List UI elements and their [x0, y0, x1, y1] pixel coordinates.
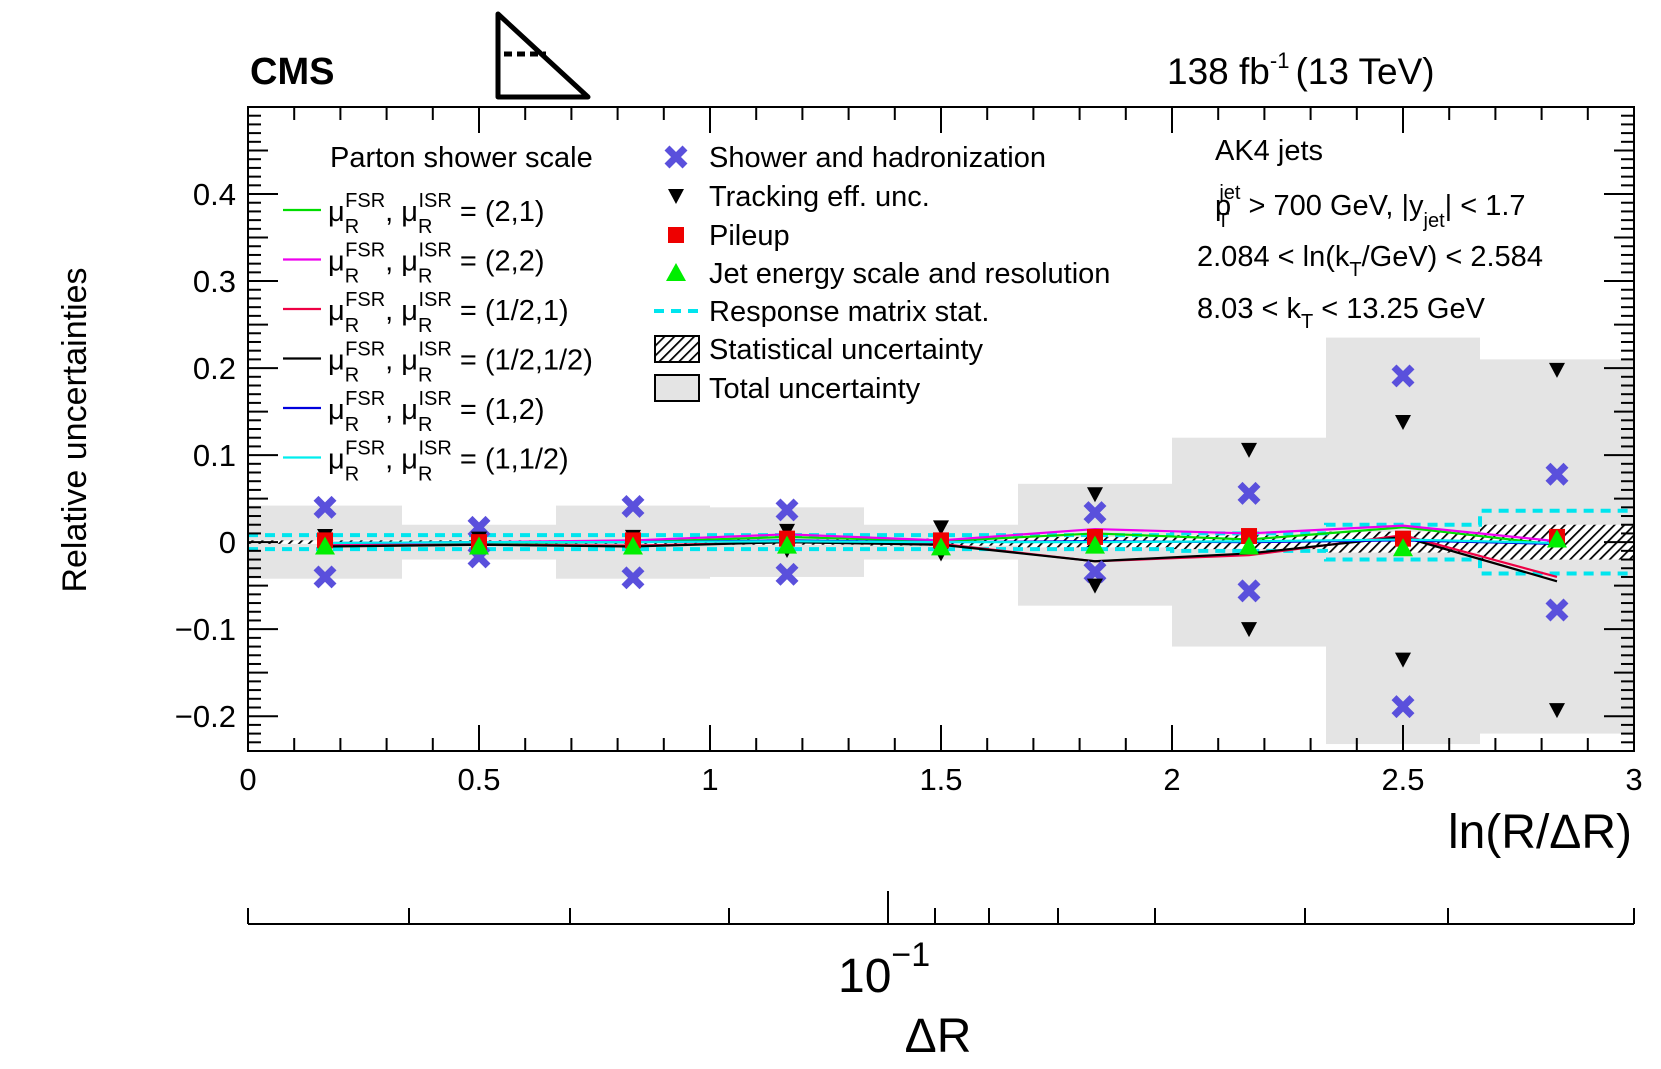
legend-uncertainty-label: Statistical uncertainty: [709, 334, 984, 366]
shower-hadronization-point: [1083, 501, 1107, 525]
y-tick-label: 0.2: [193, 351, 236, 386]
y-tick-label: 0.4: [193, 177, 236, 212]
axis-tick-labels: 0 0.5 1 1.5 2 2.5 3 0.4 0.3 0.2 0.1 0 −0.1 −0.2: [175, 177, 1643, 797]
kt-range-label: 8.03 < kT < 13.25 GeV: [1197, 293, 1486, 333]
shower-hadronization-point: [1545, 598, 1569, 622]
shower-hadronization-point: [664, 145, 688, 169]
tracking-point: [1548, 703, 1565, 719]
pileup-point: [668, 227, 684, 243]
jes-jer-point: [931, 537, 951, 556]
tracking-point: [1241, 622, 1258, 638]
shower-hadronization-point: [313, 495, 337, 519]
y-tick-label: −0.1: [175, 612, 236, 647]
jes-jer-point: [1393, 538, 1413, 557]
legend-scale-label: μRFSR, μRISR = (1/2,1): [328, 289, 569, 337]
shower-hadronization-point: [1391, 695, 1415, 719]
response-matrix-upper: [248, 508, 1634, 538]
x-tick-label: 3: [1625, 762, 1642, 797]
x-tick-label: 2.5: [1381, 762, 1424, 797]
x-axis-title: ln(R/ΔR): [1448, 806, 1632, 859]
jes-jer-point: [622, 536, 643, 555]
shower-hadronization-point: [1545, 462, 1569, 486]
shower-hadronization-point: [621, 494, 645, 518]
secondary-axis-ticks: [247, 891, 1635, 924]
shower-hadronization-point: [313, 565, 337, 589]
legend-scale-label: μRFSR, μRISR = (1/2,1/2): [328, 339, 593, 387]
jes-jer-point: [1084, 535, 1105, 554]
y-tick-label: −0.2: [175, 699, 236, 734]
shower-hadronization-point: [1083, 560, 1107, 584]
tracking-point: [1395, 415, 1411, 431]
legend-scale-label: μRFSR, μRISR = (2,1): [328, 190, 544, 238]
x-tick-label: 1.5: [919, 762, 962, 797]
legend-scale-label: μRFSR, μRISR = (2,2): [328, 240, 544, 288]
tracking-point: [1086, 578, 1103, 594]
legend-uncertainty-label: Pileup: [709, 220, 790, 252]
axis-ticks: [247, 106, 1635, 752]
tracking-point: [1395, 652, 1411, 668]
experiment-label: CMS: [250, 51, 334, 93]
secondary-axis-title: ΔR: [905, 1010, 972, 1063]
legend-scale-label: μRFSR, μRISR = (1,2): [328, 388, 544, 436]
jet-type-label: AK4 jets: [1215, 135, 1323, 167]
legend-stat-swatch: [654, 335, 700, 363]
y-tick-label: 0.3: [193, 264, 236, 299]
legend-uncertainty-label: Response matrix stat.: [709, 296, 989, 328]
x-tick-label: 2: [1163, 762, 1180, 797]
tracking-point: [1086, 487, 1103, 503]
legend-title: Parton shower scale: [330, 142, 593, 174]
shower-hadronization-point: [1237, 481, 1261, 505]
jes-jer-point: [315, 536, 336, 555]
x-tick-label: 0.5: [457, 762, 500, 797]
tracking-point: [1241, 442, 1258, 458]
legend-uncertainty-label: Jet energy scale and resolution: [709, 258, 1110, 290]
legend-total-swatch: [654, 374, 700, 402]
legend-uncertainty-label: Total uncertainty: [709, 373, 921, 405]
jes-jer-point: [777, 535, 798, 554]
shower-hadronization-point: [775, 498, 799, 522]
jes-jer-point: [1239, 536, 1260, 555]
uncertainty-markers: [313, 362, 1569, 719]
legend-scale-label: μRFSR, μRISR = (1,1/2): [328, 438, 569, 486]
pileup-point: [1241, 528, 1258, 545]
shower-hadronization-point: [1237, 579, 1261, 603]
jes-jer-point: [469, 536, 489, 555]
shower-hadronization-point: [775, 562, 799, 586]
legend-uncertainty-label: Shower and hadronization: [709, 142, 1046, 174]
y-tick-label: 0.1: [193, 438, 236, 473]
shower-hadronization-point: [1391, 364, 1415, 388]
x-tick-label: 1: [701, 762, 718, 797]
shower-hadronization-point: [621, 566, 645, 590]
legend-uncertainties: Shower and hadronization Tracking eff. un…: [654, 142, 1110, 405]
lnkt-range-label: 2.084 < ln(kT/GeV) < 2.584: [1197, 241, 1543, 281]
luminosity-label: 138 fb-1 (13 TeV): [1167, 48, 1435, 92]
legend-scale-variations: μRFSR, μRISR = (2,1)μRFSR, μRISR = (2,2)…: [283, 190, 593, 486]
tracking-point: [668, 189, 684, 204]
jes-jer-point: [666, 263, 686, 281]
triangle-logo-icon: [495, 11, 591, 100]
y-tick-label: 0: [219, 525, 236, 560]
tracking-point: [1548, 362, 1565, 378]
pt-cut-label: pTjet > 700 GeV, |yjet| < 1.7: [1215, 182, 1526, 232]
tracking-point: [933, 520, 949, 536]
legend-uncertainty-label: Tracking eff. unc.: [709, 181, 930, 213]
secondary-tick-label: 10−1: [838, 936, 930, 1003]
x-tick-label: 0: [239, 762, 256, 797]
jes-jer-point: [1546, 529, 1567, 548]
y-axis-title: Relative uncertainties: [56, 267, 94, 592]
